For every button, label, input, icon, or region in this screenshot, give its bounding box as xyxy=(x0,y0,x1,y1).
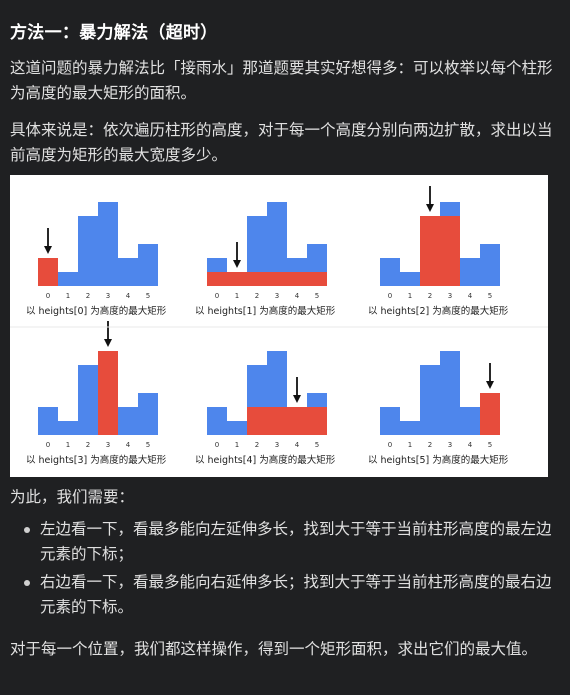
highlight-rect xyxy=(38,258,58,286)
tick-label: 0 xyxy=(215,292,219,300)
bullet-icon xyxy=(24,527,30,533)
bar xyxy=(227,421,247,435)
tick-label: 4 xyxy=(126,441,131,449)
tick-label: 4 xyxy=(295,441,300,449)
tick-label: 2 xyxy=(255,441,259,449)
tick-label: 3 xyxy=(106,441,110,449)
arrow-head-icon xyxy=(44,246,52,254)
tick-label: 1 xyxy=(408,441,412,449)
figure-caption: 以 heights[0] 为高度的最大矩形 xyxy=(26,305,167,317)
tick-label: 3 xyxy=(275,292,279,300)
tick-label: 2 xyxy=(428,441,432,449)
figure-caption: 以 heights[3] 为高度的最大矩形 xyxy=(26,454,167,466)
bar xyxy=(58,421,78,435)
bar xyxy=(380,258,400,286)
tick-label: 5 xyxy=(315,441,319,449)
tick-label: 5 xyxy=(315,292,319,300)
tick-label: 4 xyxy=(295,292,300,300)
figure-caption: 以 heights[1] 为高度的最大矩形 xyxy=(195,305,336,317)
figure-caption: 以 heights[5] 为高度的最大矩形 xyxy=(368,454,509,466)
bar xyxy=(138,393,158,435)
tick-label: 1 xyxy=(235,441,239,449)
tick-label: 3 xyxy=(448,441,452,449)
bar xyxy=(247,216,267,286)
list-item-text: 右边看一下，看最多能向右延伸多长；找到大于等于当前柱形高度的最右边元素的下标。 xyxy=(40,573,552,616)
tick-label: 3 xyxy=(106,292,110,300)
bar xyxy=(58,272,78,286)
tick-label: 2 xyxy=(255,292,259,300)
tick-label: 1 xyxy=(66,292,70,300)
bar xyxy=(138,244,158,286)
bar xyxy=(400,421,420,435)
arrow-head-icon xyxy=(486,381,494,389)
tick-label: 1 xyxy=(235,292,239,300)
tick-label: 0 xyxy=(388,292,392,300)
list-item: 左边看一下，看最多能向左延伸多长，找到大于等于当前柱形高度的最左边元素的下标； xyxy=(10,517,562,567)
tick-label: 1 xyxy=(408,292,412,300)
tick-label: 4 xyxy=(126,292,131,300)
bar xyxy=(98,202,118,286)
tick-label: 5 xyxy=(488,441,492,449)
bar xyxy=(480,244,500,286)
bar xyxy=(420,365,440,435)
bar xyxy=(118,407,138,435)
tick-label: 2 xyxy=(86,292,90,300)
list-item: 右边看一下，看最多能向右延伸多长；找到大于等于当前柱形高度的最右边元素的下标。 xyxy=(10,570,562,620)
bar xyxy=(440,351,460,435)
tick-label: 0 xyxy=(215,441,219,449)
tick-label: 2 xyxy=(86,441,90,449)
bar xyxy=(460,258,480,286)
bar xyxy=(380,407,400,435)
bar-diagrams: 0 1 2 3 4 5 以 heights[0] 为高度的最大矩形 0 1 2 3 4 5 以 heigh… xyxy=(10,186,548,466)
tick-label: 0 xyxy=(388,441,392,449)
tick-label: 4 xyxy=(468,441,473,449)
arrow-head-icon xyxy=(104,339,112,347)
tick-label: 5 xyxy=(146,292,150,300)
arrow-head-icon xyxy=(426,204,434,212)
bar xyxy=(78,216,98,286)
highlight-rect xyxy=(98,351,118,435)
need-paragraph: 为此，我们需要： xyxy=(10,488,135,506)
bullet-icon xyxy=(24,580,30,586)
tick-label: 3 xyxy=(275,441,279,449)
tick-label: 2 xyxy=(428,292,432,300)
figure-caption: 以 heights[2] 为高度的最大矩形 xyxy=(368,305,509,317)
tick-label: 3 xyxy=(448,292,452,300)
section-heading: 方法一：暴力解法（超时） xyxy=(10,23,218,43)
intro-paragraph: 这道问题的暴力解法比「接雨水」那道题要其实好想得多：可以枚举以每个柱形为高度的最… xyxy=(10,59,553,102)
detail-paragraph: 具体来说是：依次遍历柱形的高度，对于每一个高度分别向两边扩散，求出以当前高度为矩… xyxy=(10,121,553,164)
bar xyxy=(267,202,287,286)
illustration-figure: 0 1 2 3 4 5 以 heights[0] 为高度的最大矩形 0 1 2 3 4 5 以 heigh… xyxy=(10,175,548,477)
bar xyxy=(207,407,227,435)
arrow-head-icon xyxy=(233,260,241,268)
bar xyxy=(118,258,138,286)
tick-label: 0 xyxy=(46,441,50,449)
bar xyxy=(460,407,480,435)
highlight-rect xyxy=(207,272,327,286)
figure-caption: 以 heights[4] 为高度的最大矩形 xyxy=(195,454,336,466)
bar xyxy=(38,407,58,435)
bar xyxy=(78,365,98,435)
tick-label: 5 xyxy=(488,292,492,300)
tick-label: 0 xyxy=(46,292,50,300)
highlight-rect xyxy=(480,393,500,435)
tick-label: 5 xyxy=(146,441,150,449)
list-item-text: 左边看一下，看最多能向左延伸多长，找到大于等于当前柱形高度的最左边元素的下标； xyxy=(40,520,552,563)
conclusion-paragraph: 对于每一个位置，我们都这样操作，得到一个矩形面积，求出它们的最大值。 xyxy=(10,640,538,658)
tick-label: 1 xyxy=(66,441,70,449)
arrow-head-icon xyxy=(293,395,301,403)
tick-label: 4 xyxy=(468,292,473,300)
highlight-rect xyxy=(247,407,327,435)
steps-list: 左边看一下，看最多能向左延伸多长，找到大于等于当前柱形高度的最左边元素的下标； … xyxy=(10,517,562,623)
bar xyxy=(400,272,420,286)
highlight-rect xyxy=(420,216,460,286)
